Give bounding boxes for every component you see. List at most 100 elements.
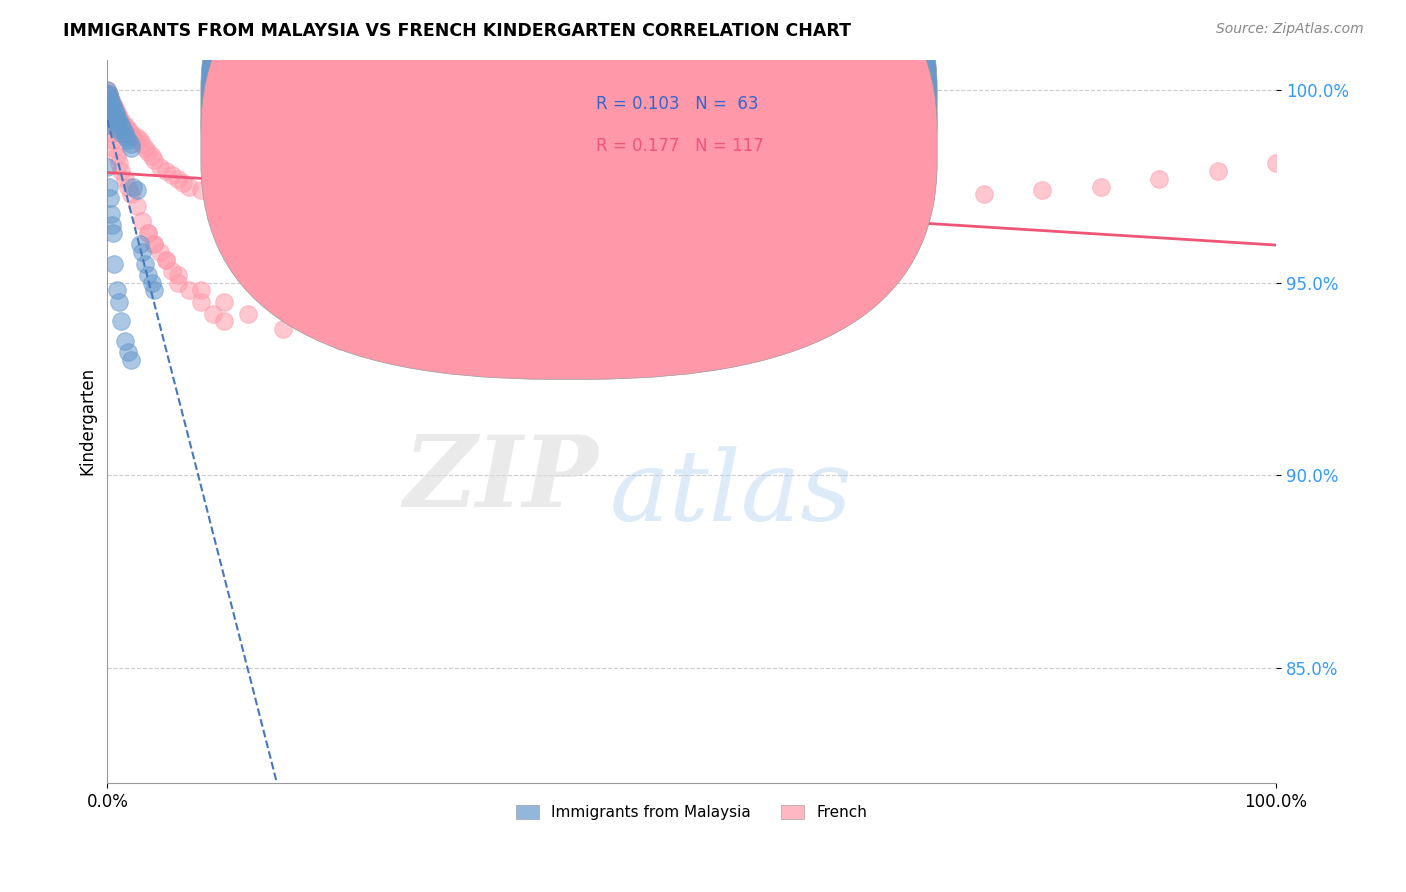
Point	[179, 284, 201, 298]
Point	[105, 106, 128, 120]
Point	[1206, 164, 1229, 178]
Point	[141, 149, 163, 163]
Point	[166, 276, 188, 290]
Point	[100, 99, 122, 113]
Point	[212, 314, 235, 328]
Point	[160, 264, 183, 278]
Point	[129, 237, 152, 252]
Point	[681, 206, 703, 220]
Point	[97, 179, 120, 194]
Point	[136, 226, 159, 240]
Point	[856, 194, 879, 209]
FancyBboxPatch shape	[201, 0, 938, 338]
Point	[105, 284, 128, 298]
Legend: Immigrants from Malaysia, French: Immigrants from Malaysia, French	[510, 798, 873, 826]
Point	[103, 106, 125, 120]
Point	[104, 103, 127, 117]
Point	[136, 268, 159, 282]
Point	[96, 103, 118, 117]
Point	[136, 145, 159, 159]
Point	[96, 87, 118, 102]
Point	[103, 103, 125, 117]
Point	[98, 111, 121, 125]
Point	[330, 206, 353, 220]
Point	[105, 149, 128, 163]
Point	[103, 99, 125, 113]
Point	[134, 256, 156, 270]
Point	[110, 114, 132, 128]
Point	[131, 214, 153, 228]
Point	[107, 114, 129, 128]
Point	[96, 99, 118, 113]
Point	[100, 206, 122, 220]
Point	[271, 202, 294, 217]
Point	[104, 106, 127, 120]
Point	[586, 214, 609, 228]
Point	[190, 183, 212, 197]
Point	[470, 214, 492, 228]
Point	[100, 95, 122, 109]
Point	[225, 191, 247, 205]
Point	[108, 111, 131, 125]
Point	[103, 106, 125, 120]
Point	[166, 268, 188, 282]
Point	[96, 118, 118, 132]
Point	[149, 161, 172, 175]
Point	[201, 187, 224, 202]
Point	[105, 111, 128, 125]
Point	[110, 164, 132, 178]
Point	[1090, 179, 1112, 194]
Point	[96, 91, 118, 105]
Point	[108, 121, 131, 136]
Point	[797, 199, 820, 213]
Point	[103, 133, 125, 147]
Point	[104, 114, 127, 128]
Point	[115, 129, 138, 144]
Text: atlas: atlas	[610, 446, 852, 541]
Point	[260, 199, 283, 213]
Point	[704, 206, 727, 220]
Point	[134, 141, 156, 155]
Point	[155, 252, 177, 267]
Point	[110, 126, 132, 140]
FancyBboxPatch shape	[201, 0, 938, 379]
Point	[201, 307, 224, 321]
Point	[117, 345, 139, 359]
Text: IMMIGRANTS FROM MALAYSIA VS FRENCH KINDERGARTEN CORRELATION CHART: IMMIGRANTS FROM MALAYSIA VS FRENCH KINDE…	[63, 22, 851, 40]
Point	[505, 214, 527, 228]
Point	[96, 114, 118, 128]
Point	[110, 118, 132, 132]
Point	[388, 345, 411, 359]
Point	[103, 99, 125, 113]
Point	[307, 206, 329, 220]
Point	[973, 187, 995, 202]
Point	[96, 99, 118, 113]
Point	[101, 95, 124, 109]
Point	[564, 214, 586, 228]
Text: R = 0.103   N =  63: R = 0.103 N = 63	[596, 95, 758, 113]
Point	[103, 103, 125, 117]
Point	[540, 214, 562, 228]
Point	[96, 83, 118, 97]
Point	[136, 226, 159, 240]
Point	[114, 118, 136, 132]
Point	[122, 179, 145, 194]
Point	[97, 87, 120, 102]
Point	[120, 352, 142, 367]
Point	[190, 284, 212, 298]
Point	[108, 156, 131, 170]
Point	[353, 211, 375, 225]
Point	[108, 114, 131, 128]
Point	[247, 199, 270, 213]
Point	[97, 103, 120, 117]
Point	[117, 179, 139, 194]
Point	[98, 91, 121, 105]
Point	[100, 103, 122, 117]
Point	[111, 118, 134, 132]
Point	[564, 218, 586, 232]
Point	[97, 91, 120, 105]
Point	[100, 99, 122, 113]
Point	[97, 103, 120, 117]
Point	[114, 172, 136, 186]
Point	[114, 334, 136, 348]
